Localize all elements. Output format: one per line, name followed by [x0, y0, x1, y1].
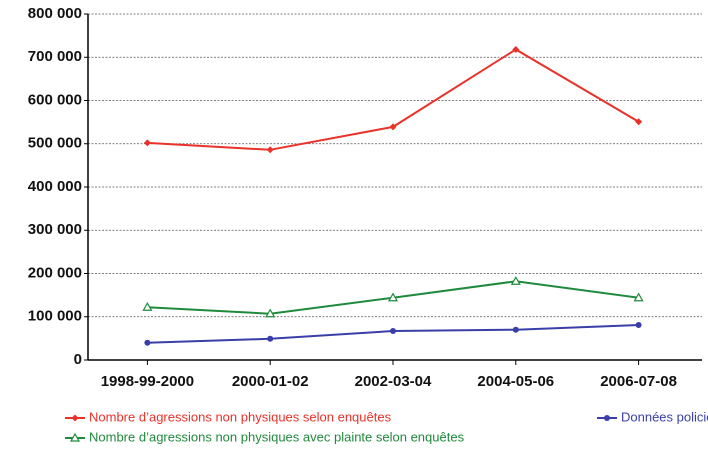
legend-label: Nombre d’agressions non physiques avec p…	[89, 429, 465, 444]
legend-label: Nombre d’agressions non physiques selon …	[89, 409, 392, 424]
x-tick-label: 2000-01-02	[232, 373, 309, 390]
x-tick-label: 2006-07-08	[600, 373, 677, 390]
point	[266, 146, 274, 154]
point	[387, 292, 399, 302]
point	[265, 308, 276, 318]
point	[69, 432, 81, 442]
x-tick-label: 2004-05-06	[477, 373, 554, 390]
point	[604, 415, 610, 421]
point	[267, 335, 274, 342]
y-tick-label: 800 000	[28, 5, 82, 22]
series-line	[147, 48, 640, 151]
y-tick-label: 400 000	[28, 178, 82, 195]
y-tick-label: 300 000	[28, 221, 82, 238]
point	[512, 326, 519, 333]
point	[510, 276, 521, 285]
y-tick-label: 0	[74, 351, 82, 368]
y-tick-label: 700 000	[28, 48, 82, 65]
point	[143, 139, 151, 147]
point	[633, 292, 644, 302]
point	[389, 123, 397, 131]
y-tick-label: 600 000	[28, 91, 82, 108]
point	[144, 339, 151, 346]
point	[390, 328, 396, 335]
point	[635, 321, 642, 328]
y-tick-label: 100 000	[28, 308, 82, 325]
point	[635, 118, 643, 126]
x-tick-label: 2002-03-04	[355, 373, 432, 390]
legend-label: Données policières	[621, 409, 708, 424]
y-tick-label: 500 000	[28, 135, 82, 152]
x-tick-label: 1998-99-2000	[101, 373, 194, 390]
y-tick-label: 200 000	[28, 264, 82, 281]
point	[71, 414, 79, 422]
point	[142, 302, 153, 311]
point	[512, 45, 520, 53]
